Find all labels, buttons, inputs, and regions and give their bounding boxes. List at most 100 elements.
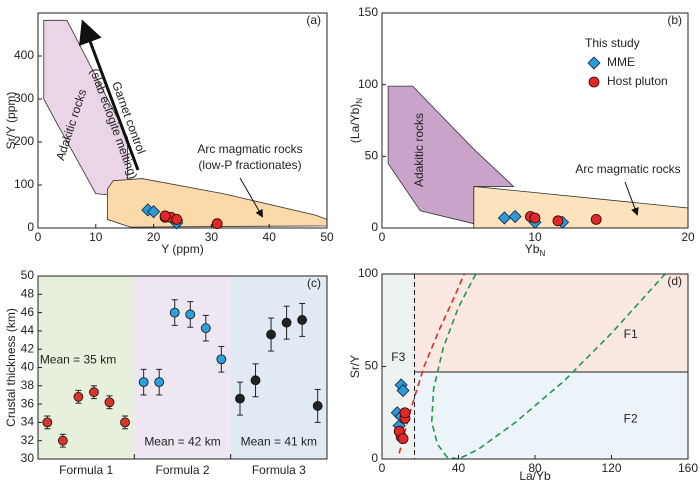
y-tick-label: 50 [21,268,35,282]
point [89,387,99,398]
x-tick-label: 0 [35,230,42,244]
legend-label: MME [607,55,635,69]
y-tick-label: 48 [21,286,35,300]
point [120,417,130,428]
point [73,391,84,402]
field-label: F2 [624,412,638,426]
region-label: (low-P fractionates) [198,158,301,172]
y-axis-label-text: Sr/Y [348,355,362,378]
y-axis-label-text: Crustal thickness (km) [4,308,18,427]
y-tick-label: 300 [14,91,34,105]
x-tick-label: 50 [320,230,334,244]
y-tick-label: 34 [21,415,35,429]
point [185,309,196,320]
plot-frame [37,12,328,229]
x-tick-label: 80 [528,461,542,475]
arrow [624,181,639,216]
y-tick-label: 0 [371,220,378,234]
x-axis-label: Y (ppm) [161,242,203,256]
field-label: F1 [624,327,638,341]
point [297,315,308,325]
panel-label: (d) [667,274,682,288]
x-tick-label: 20 [147,230,161,244]
x-axis-label-text: Y (ppm) [161,242,203,256]
y-tick-label: 38 [21,378,35,392]
arrow [79,19,140,171]
dashed-curve [430,273,666,460]
x-tick-label: 40 [452,461,466,475]
y-tick-label: 0 [27,220,34,234]
point [266,329,276,340]
field-f2 [414,372,688,459]
y-tick-label: 100 [358,77,378,91]
y-tick-label: 200 [14,134,34,148]
y-tick-label: 100 [358,266,378,280]
y-axis-label-sub: N [355,98,364,104]
y-tick-label: 100 [14,177,34,191]
y-tick-label: 400 [14,48,34,62]
x-tick-label: 10 [89,230,103,244]
field-label: F3 [391,350,405,364]
point [138,377,149,388]
y-tick-label: 30 [21,451,35,465]
arrow [239,177,264,218]
diamond-point [508,209,522,224]
y-axis-label: Sr/Y (ppm) [4,92,18,150]
mean-label: Mean = 35 km [40,352,116,366]
point [154,377,165,388]
x-axis-label: La/Yb [519,469,551,481]
point [235,393,245,404]
group-band [38,276,135,459]
circle-point [552,215,564,227]
mean-label: Mean = 41 km [241,435,317,449]
panel-label: (a) [306,13,321,27]
x-tick-label: 0 [379,461,386,475]
y-tick-label: 36 [21,396,35,410]
diamond-point [147,205,161,219]
point [169,307,180,318]
circle-point [590,213,602,225]
y-tick-label: 40 [21,360,35,374]
legend-marker [588,76,600,88]
group-band [230,276,327,459]
legend-title: This study [585,36,640,50]
circle-point [399,407,411,419]
y-tick-label: 50 [365,359,379,373]
point [104,397,115,408]
x-tick-label: 10 [528,230,542,244]
legend-label: Host pluton [607,74,668,88]
y-axis-label: Sr/Y [348,355,362,378]
diamond-point [497,211,511,225]
point [312,401,323,411]
x-tick-label: Formula 3 [252,463,306,477]
y-tick-label: 150 [358,5,378,19]
region-label: Arc magmatic rocks [575,162,680,176]
x-axis-label: YbN [525,242,546,258]
y-axis-label: Crustal thickness (km) [4,308,18,427]
dashed-curve [398,273,465,454]
point [216,354,227,365]
circle-point [529,212,541,224]
point [42,417,53,428]
x-axis-label-text: La/Yb [519,469,551,481]
y-axis-label-text: Sr/Y (ppm) [4,92,18,150]
group-band [134,276,231,459]
legend-marker [587,56,601,70]
circle-point [159,210,171,222]
y-tick-label: 0 [371,451,378,465]
circle-point [397,433,409,445]
circle-point [171,213,183,225]
point [281,317,292,328]
mean-label: Mean = 42 km [144,435,220,449]
circle-point [211,218,223,230]
y-tick-label: 44 [21,323,35,337]
panel-label: (b) [667,13,682,27]
point [250,375,261,386]
diamond-point [396,383,410,398]
point [57,435,68,446]
region-label: Adakitic rocks [412,113,426,187]
point [200,323,211,334]
x-tick-label: 30 [205,230,219,244]
x-tick-label: 40 [263,230,277,244]
